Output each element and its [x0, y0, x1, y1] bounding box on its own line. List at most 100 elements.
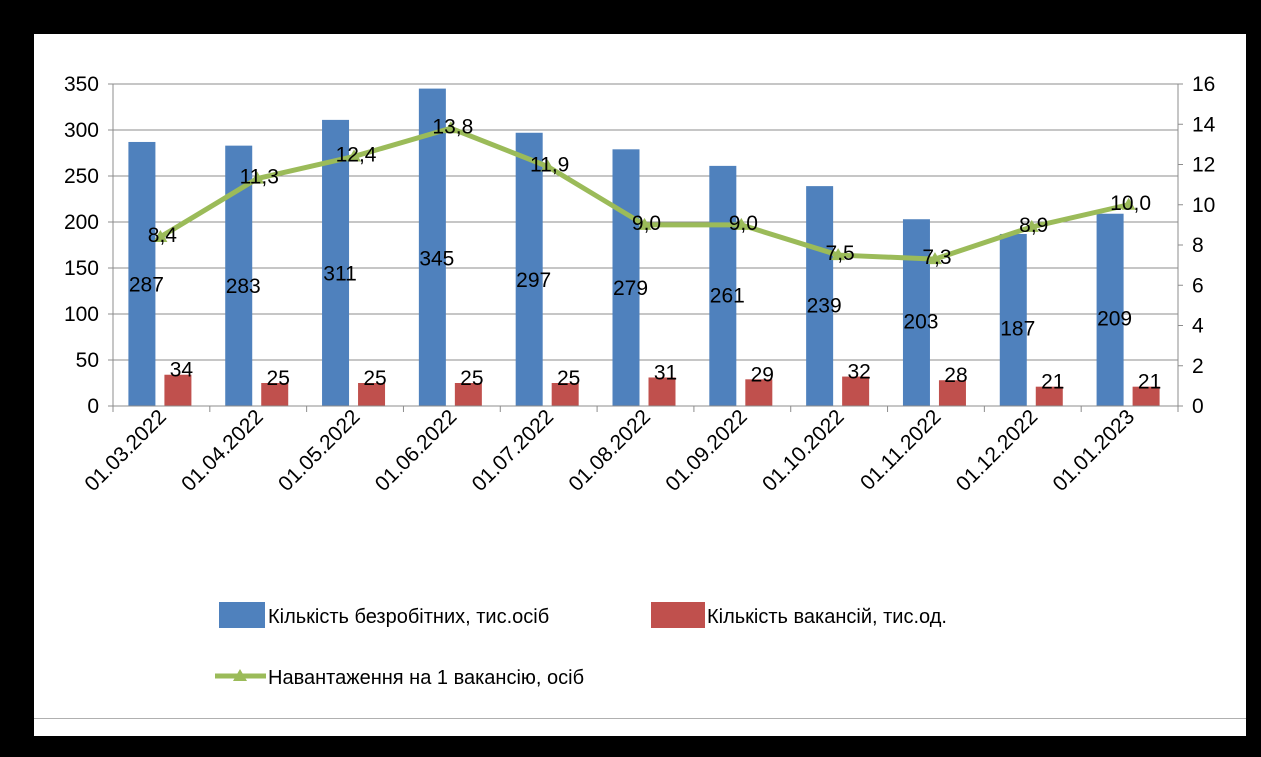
bar-vacancies — [164, 374, 192, 406]
bar-unemployed — [612, 149, 640, 406]
line-marker-triangle — [831, 248, 846, 261]
data-label-unemployed: 187 — [1000, 317, 1035, 340]
data-label-load: 9,0 — [729, 212, 758, 235]
data-label-load: 8,4 — [148, 224, 178, 247]
data-label-unemployed: 239 — [807, 294, 842, 317]
bar-unemployed — [515, 132, 543, 406]
data-label-vacancies: 34 — [170, 359, 194, 382]
data-label-vacancies: 21 — [1138, 371, 1161, 394]
data-label-vacancies: 32 — [847, 361, 870, 384]
data-label-unemployed: 287 — [129, 273, 164, 296]
data-label-load: 10,0 — [1110, 192, 1151, 215]
x-tick-label: 01.03.2022 — [80, 405, 171, 496]
x-tick-label: 01.04.2022 — [177, 405, 268, 496]
bar-unemployed — [322, 119, 350, 406]
data-label-load: 9,0 — [632, 212, 661, 235]
data-label-unemployed: 345 — [419, 248, 454, 271]
y-left-tick-label: 50 — [76, 349, 99, 372]
y-left-tick-label: 150 — [64, 257, 99, 280]
bar-unemployed — [418, 88, 446, 406]
y-right-tick-label: 6 — [1192, 274, 1204, 297]
bar-vacancies — [1132, 386, 1160, 406]
legend-swatch-vacancies — [651, 602, 705, 628]
legend-label-load: Навантаження на 1 вакансію, осіб — [268, 667, 584, 689]
bar-unemployed — [128, 141, 156, 406]
y-axis-left-ticks: 0 50 100 150 200 250 300 350 — [64, 73, 99, 418]
line-marker-triangle — [734, 217, 749, 230]
data-label-vacancies: 29 — [751, 363, 774, 386]
line-marker-triangle — [250, 171, 265, 184]
y-left-tick-label: 100 — [64, 303, 99, 326]
x-tick-label: 01.12.2022 — [952, 405, 1043, 496]
y-right-tick-label: 12 — [1192, 154, 1215, 177]
bar-vacancies — [358, 383, 386, 406]
data-label-vacancies: 31 — [654, 361, 677, 384]
x-tick-label: 01.08.2022 — [564, 405, 655, 496]
bar-vacancies — [1035, 386, 1063, 406]
x-axis-ticks: 01.03.2022 01.04.2022 01.05.2022 01.06.2022… — [80, 405, 1139, 496]
data-label-unemployed: 283 — [226, 275, 261, 298]
frame-inner-line — [34, 718, 1246, 719]
x-tick-label: 01.07.2022 — [468, 405, 559, 496]
y-left-tick-label: 350 — [64, 73, 99, 96]
line-marker-triangle — [927, 252, 942, 265]
data-labels: 287 283 311 345 297 279 261 239 203 187 209 34 25 25 2… — [129, 115, 1161, 393]
legend-label-vacancies: Кількість вакансій, тис.од. — [707, 606, 947, 628]
bar-vacancies — [261, 383, 289, 406]
line-marker-triangle — [347, 149, 362, 162]
data-label-load: 12,4 — [336, 143, 377, 166]
bar-vacancies — [938, 380, 966, 406]
y-axis-right-ticks: 0 2 4 6 8 10 12 14 16 — [1192, 73, 1216, 418]
bar-unemployed — [806, 186, 834, 406]
data-label-load: 7,5 — [826, 242, 855, 265]
x-tick-label: 01.10.2022 — [758, 405, 849, 496]
bar-marks — [128, 88, 1160, 406]
legend-marker-triangle — [233, 669, 247, 681]
line-series — [153, 121, 1136, 265]
y-right-tick-label: 14 — [1192, 113, 1216, 136]
data-label-load: 13,8 — [432, 115, 473, 138]
line-marker-triangle — [153, 229, 168, 242]
y-right-tick-label: 8 — [1192, 234, 1204, 257]
data-label-vacancies: 25 — [460, 367, 483, 390]
line-marker-triangle — [1121, 197, 1136, 210]
data-label-vacancies: 25 — [363, 367, 386, 390]
x-tick-label: 01.06.2022 — [371, 405, 462, 496]
x-tick-label: 01.01.2023 — [1049, 405, 1140, 496]
data-label-unemployed: 209 — [1097, 308, 1132, 331]
data-label-load: 7,3 — [922, 246, 951, 269]
x-tick-label: 01.09.2022 — [661, 405, 752, 496]
bar-unemployed — [999, 233, 1027, 406]
y-left-tick-label: 0 — [87, 395, 99, 418]
y-right-tick-label: 16 — [1192, 73, 1215, 96]
x-tick-label: 01.11.2022 — [856, 405, 945, 494]
line-marker-triangle — [540, 159, 555, 172]
y-right-tick-label: 2 — [1192, 355, 1204, 378]
bar-vacancies — [551, 383, 579, 406]
data-label-vacancies: 25 — [557, 367, 580, 390]
data-label-vacancies: 21 — [1041, 371, 1064, 394]
bar-unemployed — [902, 219, 930, 406]
legend-label-unemployed: Кількість безробітних, тис.осіб — [268, 606, 549, 628]
bar-vacancies — [454, 383, 482, 406]
y-left-tick-label: 300 — [64, 119, 99, 142]
data-label-load: 11,9 — [530, 154, 569, 177]
data-label-unemployed: 311 — [323, 263, 356, 286]
axes — [108, 83, 1183, 412]
line-marker-triangle — [443, 121, 458, 134]
y-left-tick-label: 250 — [64, 165, 99, 188]
line-marker-triangle — [637, 217, 652, 230]
data-label-unemployed: 279 — [613, 277, 648, 300]
bar-vacancies — [648, 377, 676, 406]
data-label-vacancies: 28 — [944, 364, 967, 387]
data-label-unemployed: 297 — [516, 269, 551, 292]
legend-swatch-unemployed — [219, 602, 265, 628]
y-right-tick-label: 10 — [1192, 194, 1215, 217]
data-label-load: 11,3 — [240, 166, 279, 189]
bar-vacancies — [745, 379, 773, 406]
data-label-unemployed: 261 — [710, 285, 745, 308]
line-marker-triangle — [1024, 219, 1039, 232]
data-label-load: 8,9 — [1019, 214, 1048, 237]
x-tick-label: 01.05.2022 — [274, 405, 365, 496]
